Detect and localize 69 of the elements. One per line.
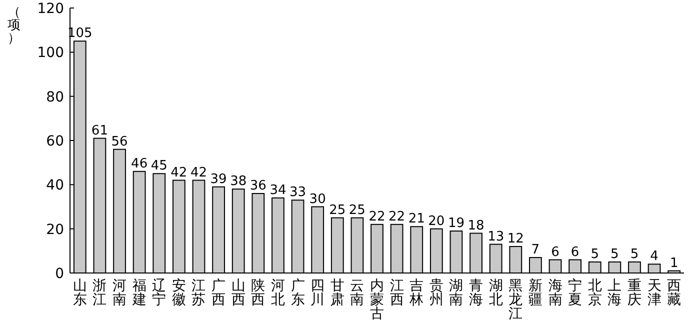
y-tick-label: 120: [37, 1, 64, 17]
data-label: 22: [388, 209, 406, 224]
data-label: 20: [428, 214, 445, 229]
x-tick-label: 山东: [72, 278, 87, 308]
x-tick-label: 陕西: [251, 278, 266, 308]
data-label: 42: [170, 165, 188, 180]
x-tick-label: 江苏: [192, 278, 206, 308]
y-tick-label: 20: [46, 222, 64, 238]
data-label: 38: [230, 174, 247, 190]
x-tick-label: 浙江: [92, 278, 107, 308]
x-tick-label: 天津: [647, 278, 662, 308]
data-label: 36: [250, 178, 266, 194]
data-label: 46: [131, 156, 148, 172]
data-label: 56: [111, 134, 128, 150]
x-tick-label: 甘肃: [330, 278, 344, 308]
x-tick-label: 辽宁: [152, 278, 166, 308]
y-axis-title: （项）: [8, 5, 20, 46]
data-label: 22: [368, 209, 386, 224]
data-label: 7: [531, 242, 540, 258]
x-tick-label: 云南: [350, 278, 364, 308]
data-label: 13: [488, 229, 504, 244]
data-label: 6: [551, 244, 560, 260]
data-label: 42: [190, 165, 208, 180]
data-label: 33: [290, 185, 306, 200]
x-tick-label: 北京: [588, 278, 602, 308]
data-label: 5: [630, 246, 639, 262]
data-label: 4: [650, 249, 658, 264]
data-label: 30: [309, 192, 326, 207]
data-label: 5: [590, 246, 600, 262]
x-tick-label: 河北: [270, 278, 285, 308]
data-label: 18: [468, 218, 484, 234]
x-tick-label: 江西: [390, 278, 404, 308]
x-tick-label: 湖北: [488, 278, 503, 308]
x-tick-label: 海南: [548, 278, 562, 308]
y-tick-label: 80: [46, 89, 64, 106]
data-label: 5: [610, 246, 619, 262]
x-tick-label: 重庆: [627, 278, 642, 308]
x-tick-label: 黑龙江: [508, 278, 523, 322]
x-tick-label: 上海: [608, 278, 622, 308]
data-label: 6: [570, 244, 580, 260]
x-tick-label: 河南: [112, 278, 127, 308]
y-tick-label: 100: [37, 45, 64, 62]
data-label: 34: [270, 182, 286, 198]
x-tick-label: 贵州: [429, 278, 444, 308]
data-label: 25: [348, 202, 366, 218]
x-tick-label: 广东: [290, 278, 305, 308]
x-tick-label: 西藏: [667, 278, 682, 308]
x-tick-label: 内蒙古: [370, 278, 384, 322]
x-tick-label: 新疆: [528, 278, 542, 308]
y-tick-label: 60: [46, 134, 64, 150]
x-tick-label: 安徽: [172, 278, 186, 308]
data-label: 61: [91, 123, 108, 138]
y-tick-label: 0: [55, 266, 64, 282]
x-tick-label: 宁夏: [568, 278, 582, 308]
data-label: 12: [507, 232, 524, 246]
data-label: 21: [408, 212, 425, 227]
x-tick-label: 吉林: [408, 278, 424, 308]
data-label: 1: [670, 256, 678, 271]
data-label: 25: [329, 202, 346, 218]
x-tick-label: 湖南: [449, 278, 464, 308]
x-tick-label: 山西: [231, 278, 246, 308]
data-label: 45: [150, 158, 168, 174]
x-tick-label: 青海: [469, 278, 484, 308]
data-label: 39: [210, 172, 227, 187]
x-tick-label: 四川: [310, 278, 325, 308]
y-tick-label: 40: [46, 178, 64, 194]
x-tick-label: 广西: [212, 278, 226, 308]
data-label: 19: [448, 216, 464, 232]
x-tick-label: 福建: [131, 278, 146, 308]
